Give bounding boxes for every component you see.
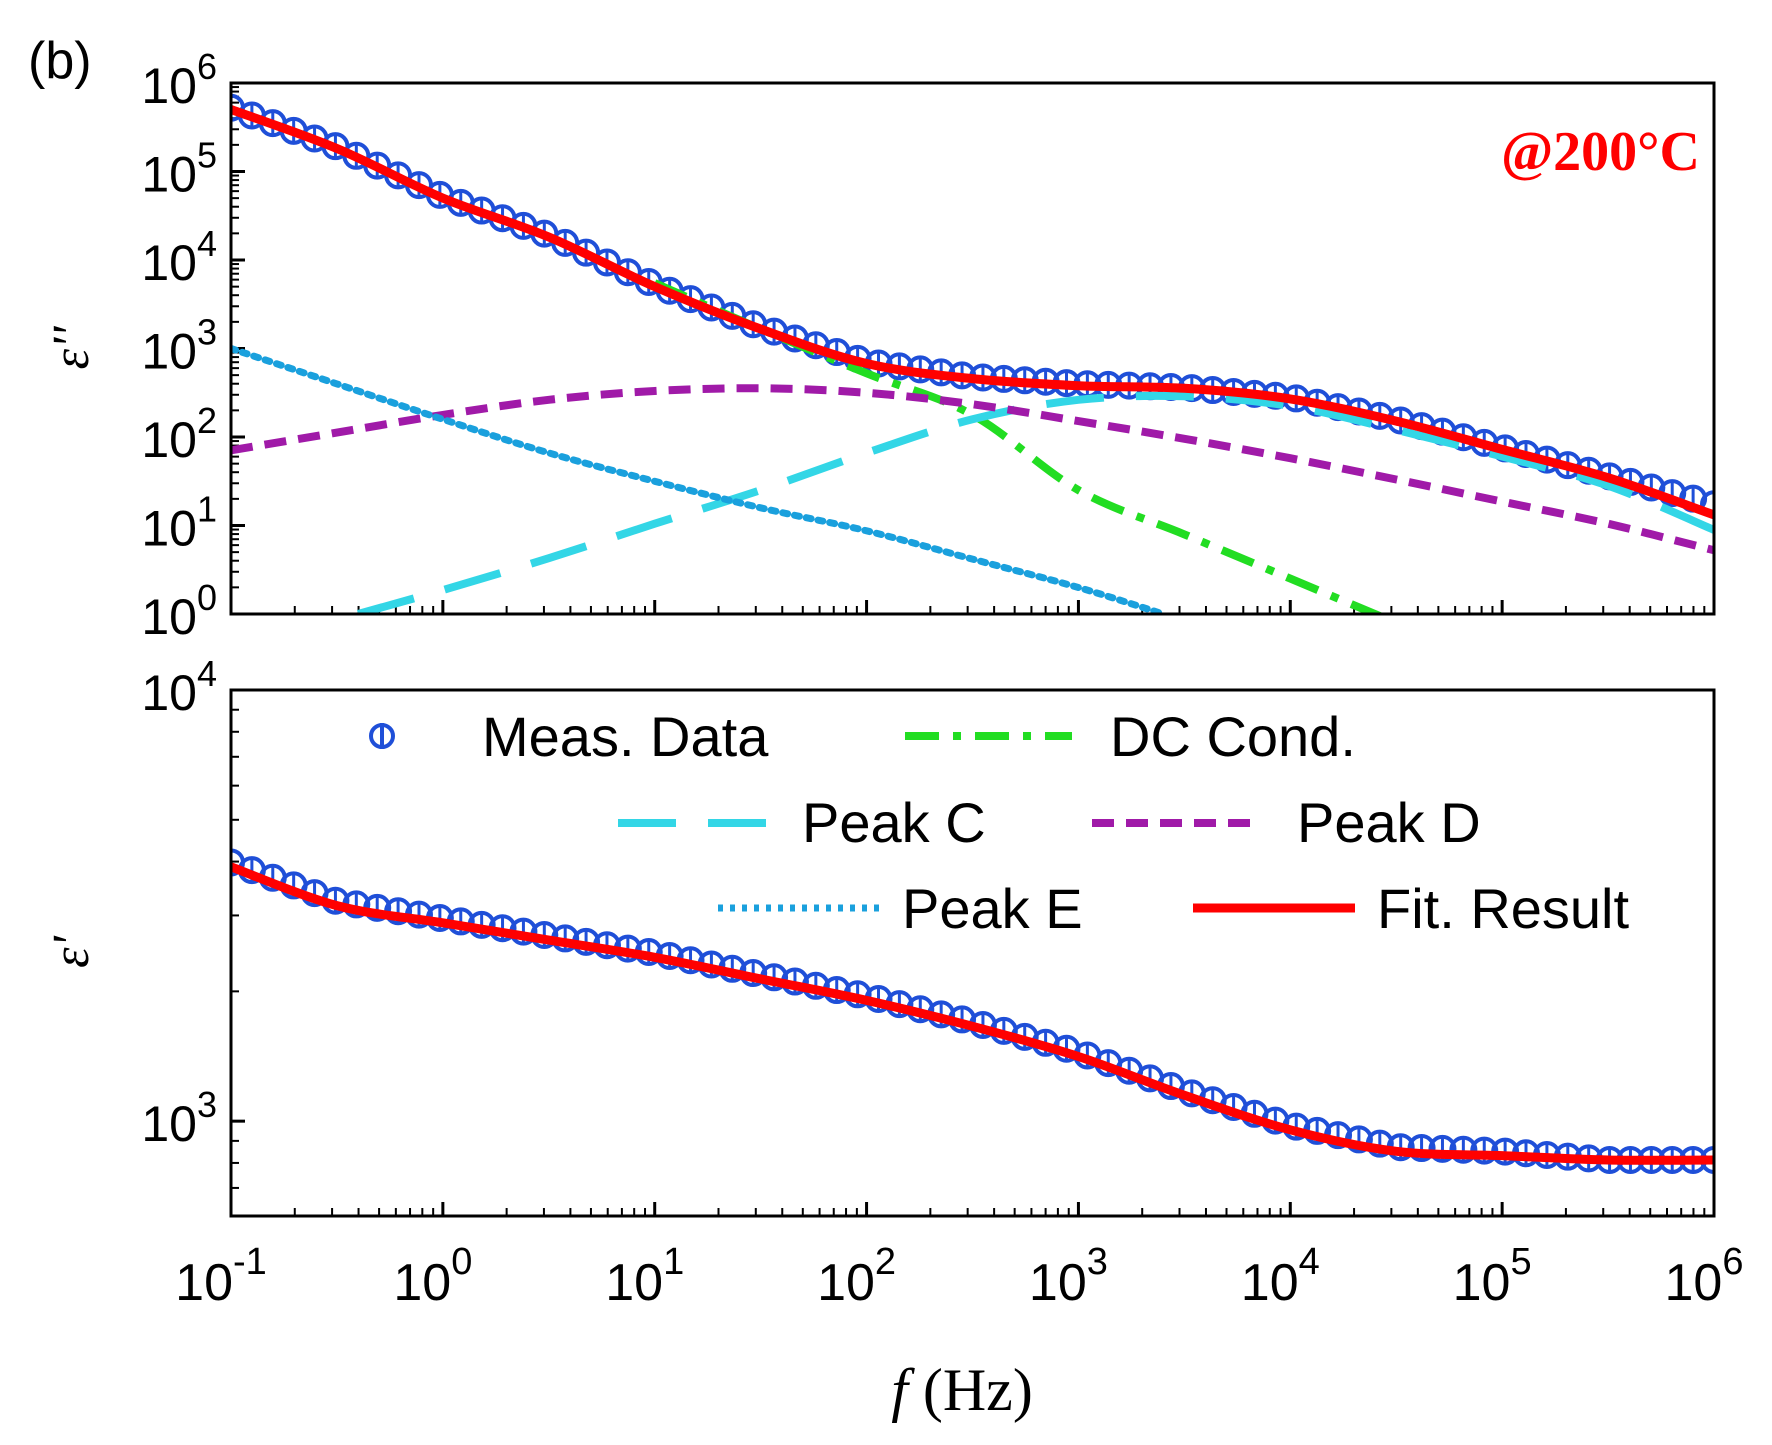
legend-label-peakD: Peak D: [1297, 791, 1481, 854]
top-y-tick-label: 101: [141, 489, 217, 557]
temperature-annotation: @200°C: [1501, 121, 1700, 183]
tick-exponent: 3: [1087, 1241, 1108, 1283]
x-axis-label: f (Hz): [891, 1357, 1033, 1423]
tick-base: 10: [1665, 1254, 1723, 1312]
tick-exponent: 6: [197, 46, 217, 87]
legend-label-peakC: Peak C: [802, 791, 986, 854]
x-tick-label: 103: [1029, 1241, 1108, 1312]
x-axis-label-unit: (Hz): [908, 1357, 1033, 1423]
legend-label-dc: DC Cond.: [1110, 705, 1356, 768]
tick-base: 10: [817, 1254, 875, 1312]
legend-entry-peakE: Peak E: [718, 877, 1083, 940]
x-tick-labels: 10-1 100 101 102 103 104 105 106: [175, 1241, 1743, 1312]
top-y-tick-label: 105: [141, 135, 217, 203]
top-y-tick-label: 103: [141, 312, 217, 380]
tick-base: 10: [605, 1254, 663, 1312]
tick-base: 10: [141, 665, 197, 721]
top-series: [231, 93, 1714, 614]
tick-base: 10: [1453, 1254, 1511, 1312]
tick-exponent: 3: [197, 1084, 217, 1125]
tick-exponent: 4: [197, 223, 217, 264]
series-line-fit: [231, 862, 1714, 1165]
x-tick-label: 102: [817, 1241, 896, 1312]
legend-label-peakE: Peak E: [902, 877, 1083, 940]
series-line-fit: [231, 105, 1714, 520]
top-plot-frame: [229, 81, 1716, 616]
bottom-y-tick-label: 103: [141, 1084, 217, 1152]
tick-base: 10: [141, 1096, 197, 1152]
x-tick-label: 101: [605, 1241, 684, 1312]
tick-base: 10: [175, 1254, 233, 1312]
top-y-tick-label: 104: [141, 223, 217, 291]
tick-base: 10: [393, 1254, 451, 1312]
tick-exponent: -1: [233, 1241, 267, 1283]
legend: Meas. Data DC Cond. Peak C Peak D Peak E…: [369, 705, 1629, 940]
tick-exponent: 6: [1722, 1241, 1743, 1283]
tick-base: 10: [141, 501, 197, 557]
bottom-y-axis-label: ε': [43, 935, 100, 967]
series-line-peakC: [357, 391, 1714, 614]
legend-label-fit: Fit. Result: [1377, 877, 1629, 940]
tick-base: 10: [141, 412, 197, 468]
tick-exponent: 1: [663, 1241, 684, 1283]
tick-exponent: 0: [451, 1241, 472, 1283]
top-minor-ticks: [229, 600, 1716, 614]
tick-base: 10: [1029, 1254, 1087, 1312]
tick-base: 10: [141, 324, 197, 380]
tick-exponent: 3: [197, 312, 217, 353]
bottom-minor-ticks: [229, 1202, 1716, 1216]
legend-entry-fit: Fit. Result: [1193, 877, 1629, 940]
tick-base: 10: [141, 58, 197, 114]
x-tick-label: 10-1: [175, 1241, 267, 1312]
legend-entry-dc: DC Cond.: [905, 705, 1356, 768]
top-y-axis-label: ε'': [43, 326, 100, 370]
tick-exponent: 5: [1510, 1241, 1531, 1283]
tick-exponent: 4: [1299, 1241, 1320, 1283]
x-tick-label: 105: [1453, 1241, 1532, 1312]
tick-exponent: 2: [875, 1241, 896, 1283]
bottom-series: [231, 848, 1714, 1174]
top-y-tick-label: 100: [141, 577, 217, 645]
bottom-y-tick-label: 104: [141, 653, 217, 721]
bottom-plot-frame: [229, 688, 1716, 1218]
legend-entry-peakD: Peak D: [1092, 791, 1481, 854]
tick-exponent: 4: [197, 653, 217, 694]
series-line-peakD: [231, 384, 1714, 555]
meas-data-marker: [1700, 490, 1714, 519]
panel-label: (b): [28, 32, 92, 90]
top-y-tick-label: 102: [141, 400, 217, 468]
series-line-peakE: [231, 345, 1167, 614]
tick-exponent: 5: [197, 135, 217, 176]
x-tick-label: 106: [1665, 1241, 1744, 1312]
tick-exponent: 1: [197, 489, 217, 530]
top-y-tick-label: 106: [141, 46, 217, 114]
tick-base: 10: [141, 235, 197, 291]
legend-label-meas: Meas. Data: [482, 705, 769, 768]
legend-entry-peakC: Peak C: [618, 791, 986, 854]
legend-entry-meas: Meas. Data: [369, 705, 769, 768]
tick-exponent: 0: [197, 577, 217, 618]
x-tick-label: 100: [393, 1241, 472, 1312]
tick-exponent: 2: [197, 400, 217, 441]
x-tick-label: 104: [1241, 1241, 1320, 1312]
tick-base: 10: [1241, 1254, 1299, 1312]
tick-base: 10: [141, 589, 197, 645]
tick-base: 10: [141, 147, 197, 203]
